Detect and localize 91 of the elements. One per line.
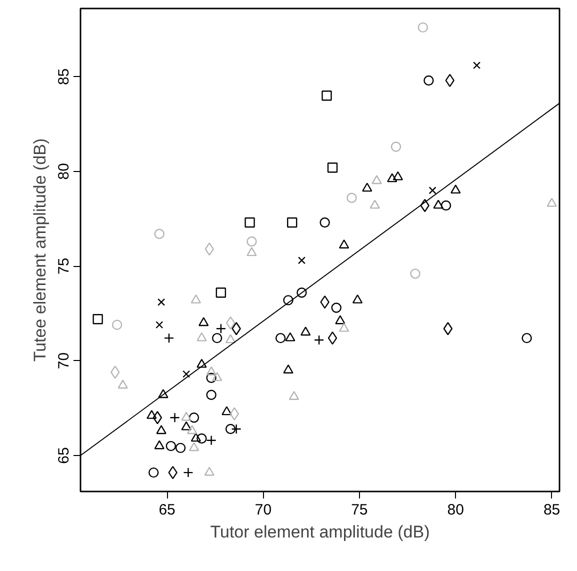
- point: [212, 332, 222, 344]
- point: [443, 322, 453, 336]
- point: [166, 440, 176, 452]
- point: [283, 295, 294, 306]
- point: [246, 247, 257, 256]
- point: [182, 370, 190, 378]
- point: [190, 432, 202, 442]
- point: [181, 412, 192, 421]
- point: [186, 425, 198, 434]
- y-tick-label: 75: [56, 258, 72, 274]
- point: [546, 198, 557, 207]
- point: [175, 442, 186, 454]
- point: [418, 22, 428, 33]
- point: [232, 322, 241, 336]
- point: [152, 411, 162, 424]
- point: [156, 425, 166, 434]
- point: [206, 372, 216, 383]
- point: [328, 331, 338, 345]
- point: [287, 217, 298, 228]
- point: [387, 173, 398, 182]
- point: [390, 142, 402, 152]
- point: [225, 334, 236, 344]
- point: [322, 90, 332, 101]
- y-tick-label: 80: [56, 163, 72, 180]
- x-tick-label: 80: [447, 502, 464, 518]
- point: [92, 314, 103, 324]
- point: [346, 192, 357, 204]
- point: [370, 200, 380, 209]
- point: [190, 294, 202, 304]
- point: [112, 320, 122, 330]
- point: [196, 358, 207, 368]
- y-tick-label: 85: [56, 68, 72, 86]
- point: [226, 316, 236, 330]
- point: [181, 421, 192, 430]
- point: [158, 389, 168, 398]
- point: [410, 268, 420, 279]
- y-tick-label: 65: [56, 447, 72, 464]
- x-tick-label: 65: [158, 502, 176, 518]
- point: [198, 317, 209, 326]
- point: [450, 184, 461, 194]
- point: [118, 380, 128, 389]
- point: [110, 366, 120, 379]
- point: [300, 326, 311, 336]
- point: [246, 236, 257, 247]
- point: [154, 440, 164, 450]
- x-tick-label: 75: [351, 502, 368, 518]
- point: [206, 366, 216, 376]
- point: [433, 200, 444, 209]
- point: [372, 175, 382, 184]
- point: [146, 410, 157, 419]
- point: [244, 217, 255, 228]
- point: [392, 171, 404, 180]
- point: [188, 412, 200, 423]
- point: [216, 288, 226, 298]
- point: [230, 407, 239, 420]
- point: [522, 332, 532, 344]
- point: [298, 256, 306, 264]
- point: [206, 390, 216, 400]
- y-tick-label: 70: [56, 352, 72, 370]
- point: [320, 217, 330, 228]
- point: [285, 332, 296, 342]
- point: [428, 186, 436, 194]
- point: [331, 302, 342, 313]
- point: [338, 239, 350, 248]
- y-axis-title: Tutee element amplitude (dB): [30, 138, 50, 362]
- x-tick-label: 70: [254, 502, 272, 518]
- point: [196, 332, 207, 342]
- point: [288, 391, 300, 400]
- point: [212, 372, 222, 382]
- x-tick-label: 85: [543, 502, 560, 518]
- point: [154, 228, 164, 239]
- point: [188, 442, 200, 452]
- point: [204, 466, 214, 476]
- point: [275, 332, 286, 344]
- point: [327, 162, 338, 173]
- point: [196, 433, 207, 444]
- point: [352, 294, 363, 304]
- point: [338, 322, 350, 332]
- point: [473, 62, 481, 70]
- point: [362, 182, 372, 192]
- point: [424, 75, 434, 86]
- point: [225, 424, 236, 434]
- point: [156, 321, 164, 329]
- point: [283, 364, 294, 374]
- point: [335, 315, 346, 324]
- point: [440, 200, 452, 211]
- point: [222, 406, 232, 416]
- point: [148, 467, 159, 478]
- point: [296, 288, 307, 298]
- point: [158, 298, 166, 306]
- x-axis-title: Tutor element amplitude (dB): [210, 522, 430, 542]
